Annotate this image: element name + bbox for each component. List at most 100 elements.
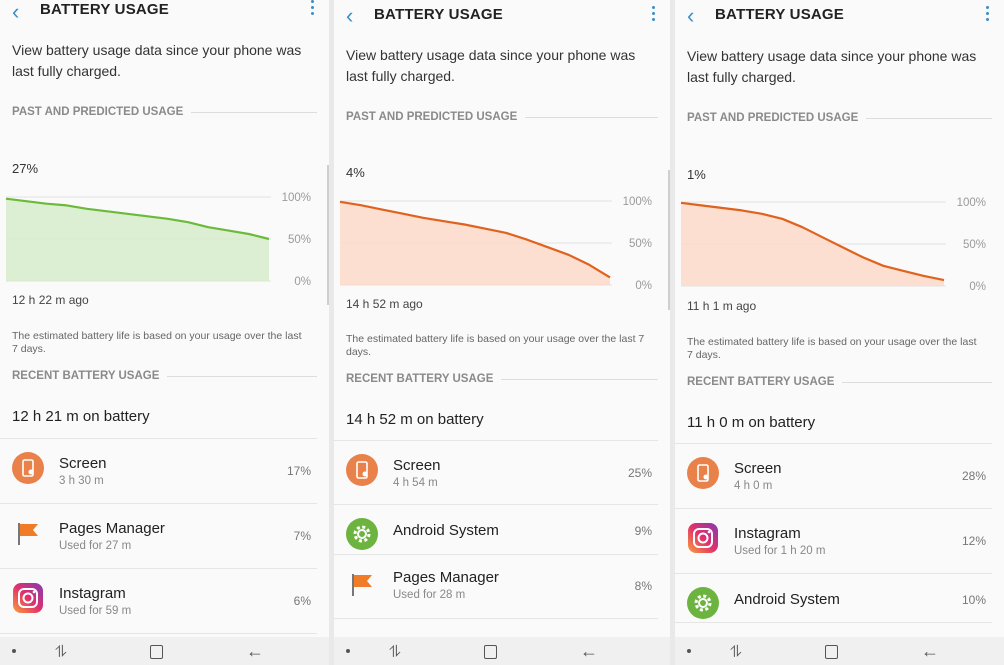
intro-text: View battery usage data since your phone… [346, 47, 636, 84]
estimate-note: The estimated battery life is based on y… [687, 336, 977, 361]
scrollbar[interactable] [668, 170, 670, 310]
usage-area [681, 202, 944, 286]
app-row-android-system[interactable]: Android System 9% [334, 506, 670, 566]
y-tick-label: 100% [623, 196, 652, 208]
app-row-instagram[interactable]: Instagram Used for 59 m 6% [0, 570, 329, 630]
nav-back-icon[interactable]: ← [921, 641, 939, 661]
navigation-bar: ⥮ ← [334, 637, 670, 665]
divider [334, 618, 658, 619]
recent-apps-icon[interactable]: ⥮ [389, 644, 401, 661]
usage-line [5, 197, 270, 241]
more-options-icon[interactable] [652, 6, 656, 24]
navigation-bar: ⥮ ← [0, 637, 329, 665]
past-usage-header: PAST AND PREDICTED USAGE [346, 111, 658, 123]
screen-icon [346, 454, 378, 486]
app-percent: 7% [293, 529, 311, 543]
y-tick-label: 50% [288, 234, 311, 246]
time-on-battery: 12 h 21 m on battery [12, 408, 150, 425]
current-battery-percent: 4% [346, 165, 365, 180]
app-usage-time: 4 h 54 m [393, 477, 438, 489]
divider [334, 504, 658, 505]
app-bar: ‹ BATTERY USAGE [334, 0, 670, 36]
y-tick-label: 0% [969, 281, 986, 293]
app-name: Android System [734, 591, 840, 608]
divider [0, 568, 317, 569]
usage-chart: 100% 50% 0% [339, 196, 652, 292]
app-row-pages-manager[interactable]: Pages Manager Used for 28 m 8% [334, 556, 670, 616]
nav-dot-icon [687, 649, 691, 653]
past-usage-header: PAST AND PREDICTED USAGE [687, 112, 992, 124]
app-percent: 28% [961, 469, 986, 483]
app-row-screen[interactable]: Screen 3 h 30 m 17% [0, 440, 329, 500]
app-row-android-system[interactable]: Android System 10% [675, 575, 1004, 635]
screen-icon [687, 457, 719, 489]
app-usage-time: 3 h 30 m [59, 475, 104, 487]
app-usage-time: 4 h 0 m [734, 480, 773, 492]
usage-area [340, 201, 610, 285]
current-battery-percent: 27% [12, 161, 39, 176]
past-usage-header: PAST AND PREDICTED USAGE [12, 106, 317, 118]
y-tick-label: 100% [282, 192, 311, 204]
recent-apps-icon[interactable]: ⥮ [730, 644, 742, 661]
app-usage-time: Used for 28 m [393, 589, 466, 601]
gear-icon [346, 518, 378, 550]
more-options-icon[interactable] [311, 0, 315, 18]
app-name: Pages Manager [393, 569, 499, 586]
back-arrow-icon[interactable]: ‹ [687, 3, 695, 28]
divider [0, 438, 317, 439]
y-tick-label: 0% [635, 280, 652, 292]
y-tick-label: 100% [957, 197, 986, 209]
more-options-icon[interactable] [986, 6, 990, 24]
page-title: BATTERY USAGE [374, 6, 504, 23]
back-arrow-icon[interactable]: ‹ [346, 3, 354, 28]
home-icon[interactable] [484, 645, 497, 659]
y-tick-label: 50% [629, 238, 652, 250]
app-row-instagram[interactable]: Instagram Used for 1 h 20 m 12% [675, 510, 1004, 570]
app-name: Screen [734, 460, 782, 477]
nav-back-icon[interactable]: ← [246, 641, 264, 661]
flag-icon [352, 574, 372, 596]
back-arrow-icon[interactable]: ‹ [12, 0, 20, 24]
divider [334, 554, 658, 555]
recent-apps-icon[interactable]: ⥮ [55, 644, 67, 661]
home-icon[interactable] [150, 645, 163, 659]
estimate-note: The estimated battery life is based on y… [346, 333, 645, 358]
app-bar: ‹ BATTERY USAGE [675, 0, 1004, 36]
charged-since: 14 h 52 m ago [346, 297, 423, 311]
battery-panel-3: ‹ BATTERY USAGE View battery usage data … [675, 0, 1004, 665]
divider [675, 622, 992, 623]
charged-since: 12 h 22 m ago [12, 293, 89, 307]
screen-icon [12, 452, 44, 484]
navigation-bar: ⥮ ← [675, 637, 1004, 665]
app-name: Instagram [734, 525, 801, 542]
usage-chart: 100% 50% 0% [5, 192, 311, 288]
intro-text: View battery usage data since your phone… [687, 48, 977, 85]
usage-area [6, 198, 269, 281]
nav-back-icon[interactable]: ← [580, 641, 598, 661]
app-percent: 10% [961, 593, 986, 607]
y-tick-label: 50% [963, 239, 986, 251]
divider [675, 508, 992, 509]
scrollbar[interactable] [327, 165, 329, 305]
flag-icon [18, 523, 38, 545]
app-row-pages-manager[interactable]: Pages Manager Used for 27 m 7% [0, 505, 329, 565]
home-icon[interactable] [825, 645, 838, 659]
app-usage-time: Used for 1 h 20 m [734, 545, 826, 557]
app-percent: 8% [634, 579, 652, 593]
app-percent: 25% [627, 466, 652, 480]
current-battery-percent: 1% [687, 167, 706, 182]
gear-icon [687, 587, 719, 619]
recent-usage-header: RECENT BATTERY USAGE [687, 376, 992, 388]
app-name: Instagram [59, 585, 126, 602]
app-percent: 9% [634, 524, 652, 538]
app-row-screen[interactable]: Screen 4 h 0 m 28% [675, 445, 1004, 505]
page-title: BATTERY USAGE [40, 1, 170, 18]
app-percent: 12% [961, 534, 986, 548]
recent-usage-header: RECENT BATTERY USAGE [346, 373, 658, 385]
app-name: Android System [393, 522, 499, 539]
divider [334, 440, 658, 441]
usage-chart: 100% 50% 0% [680, 197, 986, 293]
divider [675, 443, 992, 444]
app-name: Screen [59, 455, 107, 472]
app-row-screen[interactable]: Screen 4 h 54 m 25% [334, 442, 670, 502]
